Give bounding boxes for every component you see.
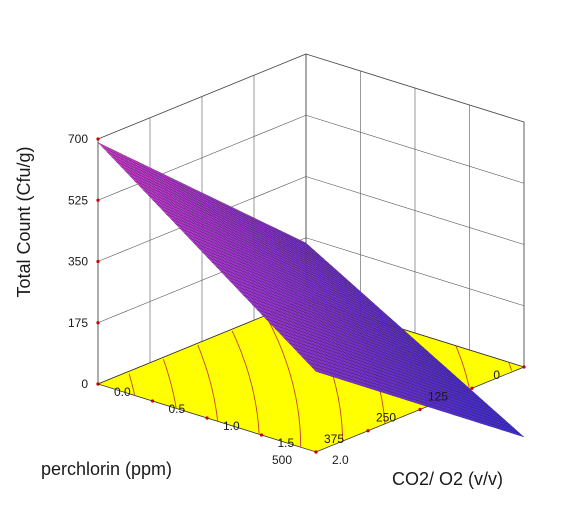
axis-ticks: 0 175 350 525 700 0 125 250 375 500 0.0 0.5 1.0 1.5 2.… (68, 132, 526, 467)
x-tick-label: 250 (376, 411, 396, 425)
z-tick-label: 525 (68, 193, 88, 207)
z-tick-label: 175 (68, 316, 88, 330)
x-tick-mark (522, 365, 526, 369)
x-tick-mark (470, 386, 474, 390)
z-tick-mark (96, 137, 100, 141)
contour-line (455, 345, 470, 388)
y-tick-label: 0.5 (169, 402, 186, 416)
response-surface (97, 142, 525, 438)
x-tick-label: 375 (324, 432, 344, 446)
y-tick-mark (314, 450, 318, 454)
surface-cell (311, 366, 321, 374)
contour-line (266, 316, 302, 448)
x-tick-mark (418, 407, 422, 412)
y-tick-mark (150, 399, 155, 403)
back-walls (97, 53, 525, 385)
x-tick-label: 125 (428, 389, 448, 403)
z-tick-label: 350 (68, 255, 88, 269)
y-tick-mark (96, 382, 100, 386)
z-tick-label: 0 (81, 377, 88, 391)
y-tick-mark (205, 416, 209, 420)
x-axis-title: perchlorin (ppm) (41, 459, 172, 479)
x-tick-label: 0 (493, 368, 500, 382)
z-tick-mark (96, 321, 100, 325)
y-tick-label: 1.0 (223, 419, 240, 433)
y-tick-label: 1.5 (278, 436, 295, 450)
y-tick-label: 0.0 (114, 385, 131, 399)
contour-line (197, 345, 219, 422)
z-axis-title: Total Count (Cfu/g) (14, 146, 34, 297)
contour-line (128, 373, 136, 396)
x-tick-mark (366, 429, 370, 433)
z-tick-mark (96, 198, 100, 202)
z-tick-mark (96, 259, 100, 264)
z-tick-label: 700 (68, 132, 88, 146)
y-tick-label: 2.0 (332, 453, 349, 467)
y-axis-title: CO2/ O2 (v/v) (392, 469, 503, 489)
x-tick-label: 500 (272, 453, 292, 467)
contour-line (231, 330, 260, 435)
contour-line (508, 362, 512, 371)
contour-line (162, 359, 177, 409)
y-tick-mark (259, 433, 264, 437)
